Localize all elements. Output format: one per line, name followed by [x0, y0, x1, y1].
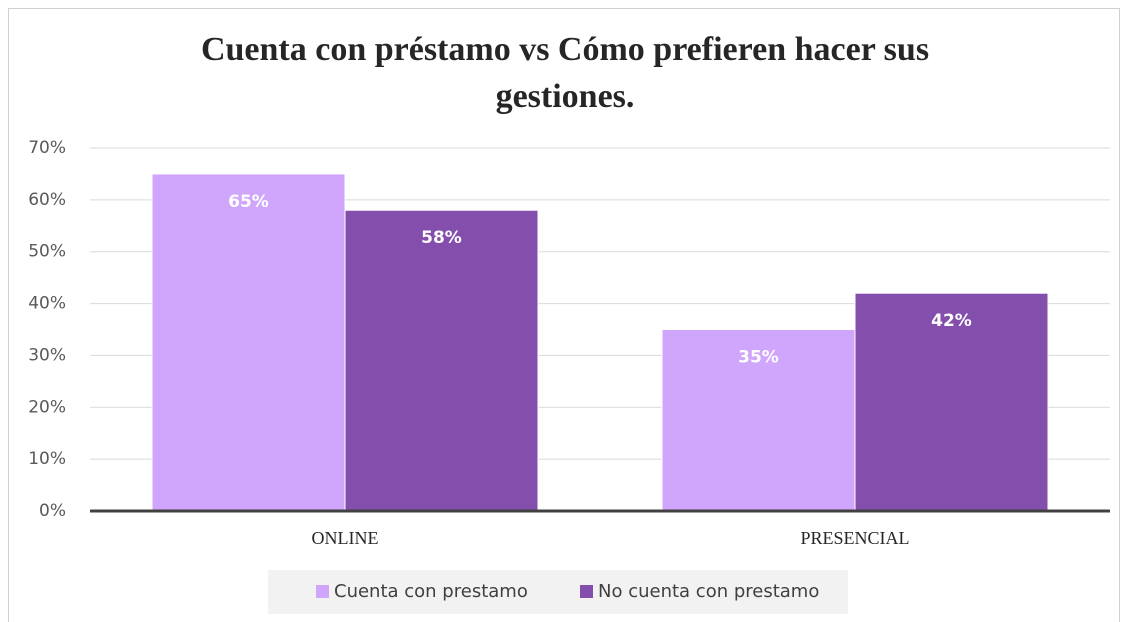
legend-box — [268, 570, 848, 614]
y-tick-label: 30% — [28, 345, 66, 365]
legend-swatch — [580, 585, 593, 598]
legend-swatch — [316, 585, 329, 598]
legend-label: No cuenta con prestamo — [598, 581, 819, 602]
chart-border — [8, 8, 1120, 622]
y-tick-label: 0% — [39, 501, 66, 521]
x-tick-label: PRESENCIAL — [800, 528, 909, 548]
data-label: 35% — [738, 348, 779, 368]
y-tick-label: 60% — [28, 190, 66, 210]
chart-title: Cuenta con préstamo vs Cómo prefieren ha… — [200, 31, 930, 115]
bar — [854, 292, 1049, 512]
bar — [344, 209, 539, 512]
bar — [151, 173, 346, 512]
data-label: 65% — [228, 192, 269, 212]
y-tick-label: 10% — [28, 449, 66, 469]
x-tick-label: ONLINE — [312, 528, 379, 548]
y-tick-label: 40% — [28, 294, 66, 314]
y-tick-label: 70% — [28, 138, 66, 158]
data-label: 42% — [931, 311, 972, 331]
legend-label: Cuenta con prestamo — [334, 581, 528, 602]
data-label: 58% — [421, 228, 462, 248]
y-tick-label: 50% — [28, 242, 66, 262]
y-tick-label: 20% — [28, 397, 66, 417]
